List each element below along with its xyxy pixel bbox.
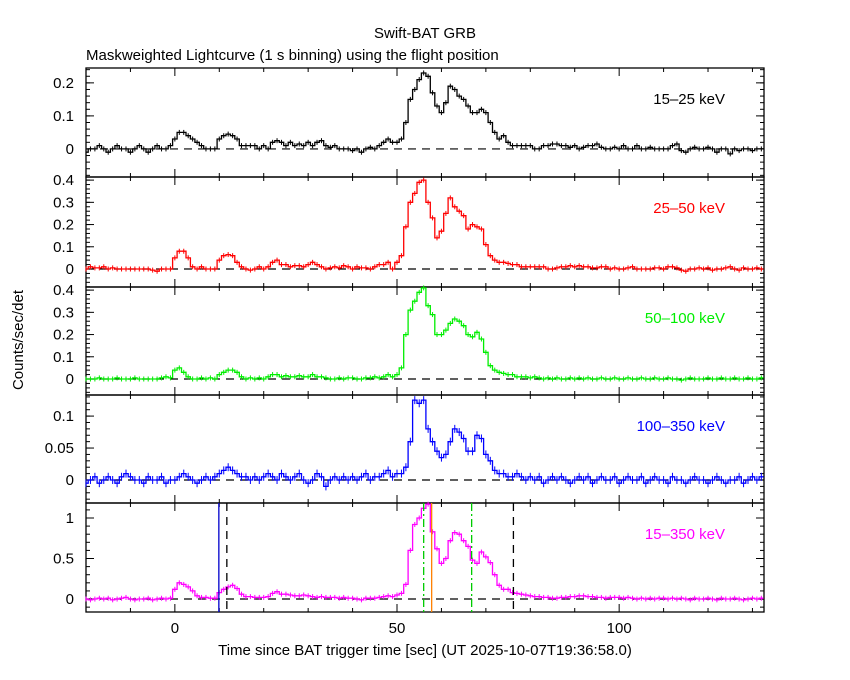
- y-tick-label: 0.4: [53, 282, 74, 299]
- x-tick-label: 0: [171, 620, 179, 637]
- panel-50-100-kev: 0 0.1 0.2 0.3 0.4 50–100 keV: [53, 282, 765, 396]
- y-tick-label: 0.1: [53, 239, 74, 256]
- panel-frame: [85, 502, 765, 613]
- energy-band-label: 15–350 keV: [645, 526, 725, 543]
- lightcurve-15-350-kev: [86, 503, 764, 601]
- panel-frame: [85, 176, 765, 288]
- y-tick-label: 0: [66, 591, 74, 608]
- panel-15-350-kev: 0 0.5 1 15–350 keV: [53, 501, 765, 613]
- energy-band-label: 25–50 keV: [653, 200, 725, 217]
- chart-title: Swift-BAT GRB: [374, 25, 476, 42]
- y-tick-label: 0.1: [53, 349, 74, 366]
- y-tick-label: 0.4: [53, 172, 74, 189]
- energy-band-label: 100–350 keV: [637, 418, 725, 435]
- x-tick-label: 50: [389, 620, 406, 637]
- y-tick-label: 0.1: [53, 408, 74, 425]
- y-tick-label: 0.2: [53, 75, 74, 92]
- y-tick-label: 0: [66, 371, 74, 388]
- panel-frame: [85, 67, 765, 178]
- y-tick-label: 0.3: [53, 194, 74, 211]
- panel-100-350-kev: 0 0.05 0.1 100–350 keV: [45, 394, 765, 504]
- y-tick-label: 0: [66, 141, 74, 158]
- chart-subtitle: Maskweighted Lightcurve (1 s binning) us…: [86, 47, 499, 64]
- y-tick-label: 0.2: [53, 217, 74, 234]
- energy-band-label: 50–100 keV: [645, 310, 725, 327]
- lightcurve-50-100-kev: [86, 287, 764, 381]
- lightcurve-15-25-kev: [86, 72, 764, 155]
- y-tick-label: 0.05: [45, 440, 74, 457]
- lightcurve-100-350-kev: [86, 399, 764, 488]
- x-axis-label: Time since BAT trigger time [sec] (UT 20…: [218, 642, 632, 659]
- y-tick-label: 0: [66, 472, 74, 489]
- y-tick-label: 0.1: [53, 108, 74, 125]
- energy-band-label: 15–25 keV: [653, 91, 725, 108]
- y-axis-label: Counts/sec/det: [10, 289, 27, 390]
- y-tick-label: 0.3: [53, 304, 74, 321]
- panel-frame: [85, 394, 765, 504]
- y-tick-label: 0: [66, 261, 74, 278]
- y-tick-label: 1: [66, 510, 74, 527]
- y-tick-label: 0.2: [53, 327, 74, 344]
- x-tick-label: 100: [607, 620, 632, 637]
- y-tick-label: 0.5: [53, 551, 74, 568]
- panel-25-50-kev: 0 0.1 0.2 0.3 0.4 25–50 keV: [53, 172, 765, 288]
- lightcurve-25-50-kev: [86, 179, 764, 272]
- panel-15-25-kev: 0 0.1 0.2 15–25 keV: [53, 67, 765, 178]
